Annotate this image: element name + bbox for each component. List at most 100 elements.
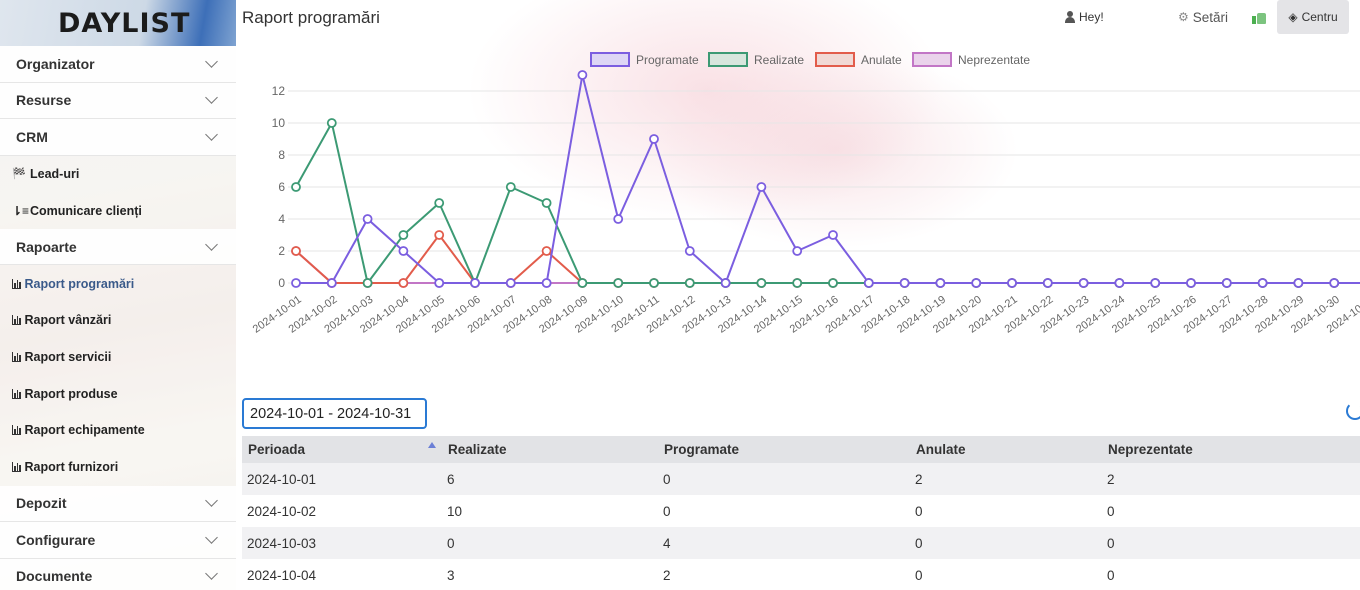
sidebar-item-label: Raport produse	[24, 386, 118, 401]
legend-label: Programate	[636, 53, 699, 67]
data-point-programate	[828, 230, 838, 240]
sidebar-item-label: Lead-uri	[30, 166, 80, 181]
settings-label: Setări	[1192, 9, 1229, 25]
date-range-input[interactable]	[242, 398, 427, 429]
bar-chart-icon	[12, 315, 21, 326]
user-menu-label: Hey!	[1079, 10, 1104, 24]
data-point-realizate	[398, 230, 409, 240]
data-point-programate	[505, 278, 516, 288]
column-header-programate[interactable]: Programate	[658, 436, 910, 463]
cell-anulate: 0	[910, 527, 1102, 559]
series-line-programate	[296, 74, 1360, 284]
data-point-programate	[398, 246, 409, 256]
cell-realizate: 0	[442, 527, 658, 559]
cell-perioada: 2024-10-01	[242, 463, 442, 495]
data-point-programate	[577, 70, 588, 80]
y-tick-label: 4	[278, 212, 285, 226]
legend-swatch	[815, 52, 855, 67]
data-point-realizate	[828, 278, 838, 288]
cell-neprezentate: 0	[1102, 559, 1360, 590]
table-row: 2024-10-04 3 2 0 0	[242, 559, 1360, 590]
sidebar-item-label: Comunicare clienți	[30, 203, 142, 218]
flag-icon: 🏁	[12, 168, 26, 181]
legend-swatch	[590, 52, 630, 67]
cell-anulate: 0	[910, 495, 1102, 527]
bar-chart-icon	[12, 425, 21, 436]
sidebar-section-crm[interactable]: CRM	[0, 119, 236, 156]
user-icon	[1064, 11, 1076, 23]
column-header-anulate[interactable]: Anulate	[910, 436, 1102, 463]
chevron-down-icon	[205, 567, 218, 581]
data-point-programate	[971, 278, 982, 288]
y-tick-label: 10	[272, 116, 286, 130]
data-point-realizate	[505, 182, 516, 192]
cell-realizate: 10	[442, 495, 658, 527]
y-tick-label: 0	[278, 276, 285, 290]
sidebar-section-resurse[interactable]: Resurse	[0, 82, 236, 119]
bar-chart-icon	[12, 278, 21, 289]
sidebar-section-configurare[interactable]: Configurare	[0, 522, 236, 559]
sidebar-item-raport-programari[interactable]: Raport programări	[0, 265, 236, 303]
data-point-anulate	[434, 230, 445, 240]
data-point-realizate	[326, 118, 337, 128]
column-header-realizate[interactable]: Realizate	[442, 436, 658, 463]
sort-icon: ⇂≡	[12, 203, 30, 218]
chevron-down-icon	[205, 237, 218, 251]
settings-button[interactable]: ⚙ Setări	[1178, 0, 1228, 34]
cell-programate: 0	[658, 463, 910, 495]
table-header-row: Perioada Realizate Programate Anulate Ne…	[242, 436, 1360, 463]
data-point-programate	[541, 278, 552, 288]
sidebar-item-lead-uri[interactable]: 🏁 Lead-uri	[0, 155, 236, 193]
sidebar-item-raport-produse[interactable]: Raport produse	[0, 375, 236, 413]
gear-icon: ⚙	[1178, 10, 1189, 24]
centru-button[interactable]: ◈ Centru	[1277, 0, 1349, 34]
legend-label: Realizate	[754, 53, 804, 67]
sidebar-item-raport-furnizori[interactable]: Raport furnizori	[0, 448, 236, 486]
sidebar-item-comunicare-clienti[interactable]: ⇂≡ Comunicare clienți	[0, 192, 236, 229]
cell-neprezentate: 2	[1102, 463, 1360, 495]
app-logo[interactable]: DAYLIST	[58, 8, 191, 39]
data-point-realizate	[362, 278, 373, 288]
sidebar: DAYLIST Organizator Resurse CRM 🏁 Lead-u…	[0, 0, 236, 590]
data-point-programate	[720, 278, 731, 288]
data-point-programate	[613, 214, 624, 224]
chevron-down-icon	[205, 494, 218, 508]
data-point-realizate	[756, 278, 767, 288]
data-point-programate	[1042, 278, 1053, 288]
column-header-neprezentate[interactable]: Neprezentate	[1102, 436, 1360, 463]
centru-label: Centru	[1301, 10, 1338, 24]
sidebar-item-raport-echipamente[interactable]: Raport echipamente	[0, 412, 236, 449]
refresh-icon[interactable]	[1346, 402, 1360, 420]
sidebar-section-label: Documente	[16, 568, 93, 585]
data-point-realizate	[684, 278, 695, 288]
sidebar-section-label: Rapoarte	[16, 238, 77, 255]
legend-swatch	[912, 52, 952, 67]
cell-programate: 4	[658, 527, 910, 559]
sidebar-section-rapoarte[interactable]: Rapoarte	[0, 228, 236, 266]
sidebar-section-organizator[interactable]: Organizator	[0, 46, 236, 83]
data-point-programate	[362, 214, 373, 224]
chevron-down-icon	[205, 530, 218, 544]
data-point-programate	[863, 278, 874, 288]
data-point-programate	[1150, 278, 1161, 288]
like-button[interactable]	[1252, 0, 1266, 34]
data-point-realizate	[434, 198, 445, 208]
layers-icon: ◈	[1288, 10, 1298, 24]
sidebar-item-raport-servicii[interactable]: Raport servicii	[0, 338, 236, 376]
column-header-perioada[interactable]: Perioada	[242, 436, 442, 463]
cell-anulate: 0	[910, 559, 1102, 590]
data-point-anulate	[398, 278, 409, 288]
sidebar-item-label: Raport furnizori	[24, 460, 119, 475]
data-point-programate	[470, 278, 480, 288]
user-menu-button[interactable]: Hey!	[1064, 0, 1104, 34]
data-point-programate	[1293, 278, 1304, 288]
sidebar-section-depozit[interactable]: Depozit	[0, 485, 236, 522]
sidebar-section-documente[interactable]: Documente	[0, 558, 236, 590]
sidebar-item-raport-vanzari[interactable]: Raport vânzări	[0, 302, 236, 339]
data-point-realizate	[577, 278, 588, 288]
y-tick-label: 6	[278, 180, 285, 194]
thumbs-up-icon	[1252, 11, 1266, 24]
cell-neprezentate: 0	[1102, 495, 1360, 527]
cell-perioada: 2024-10-03	[242, 527, 442, 559]
bar-chart-icon	[12, 388, 21, 399]
